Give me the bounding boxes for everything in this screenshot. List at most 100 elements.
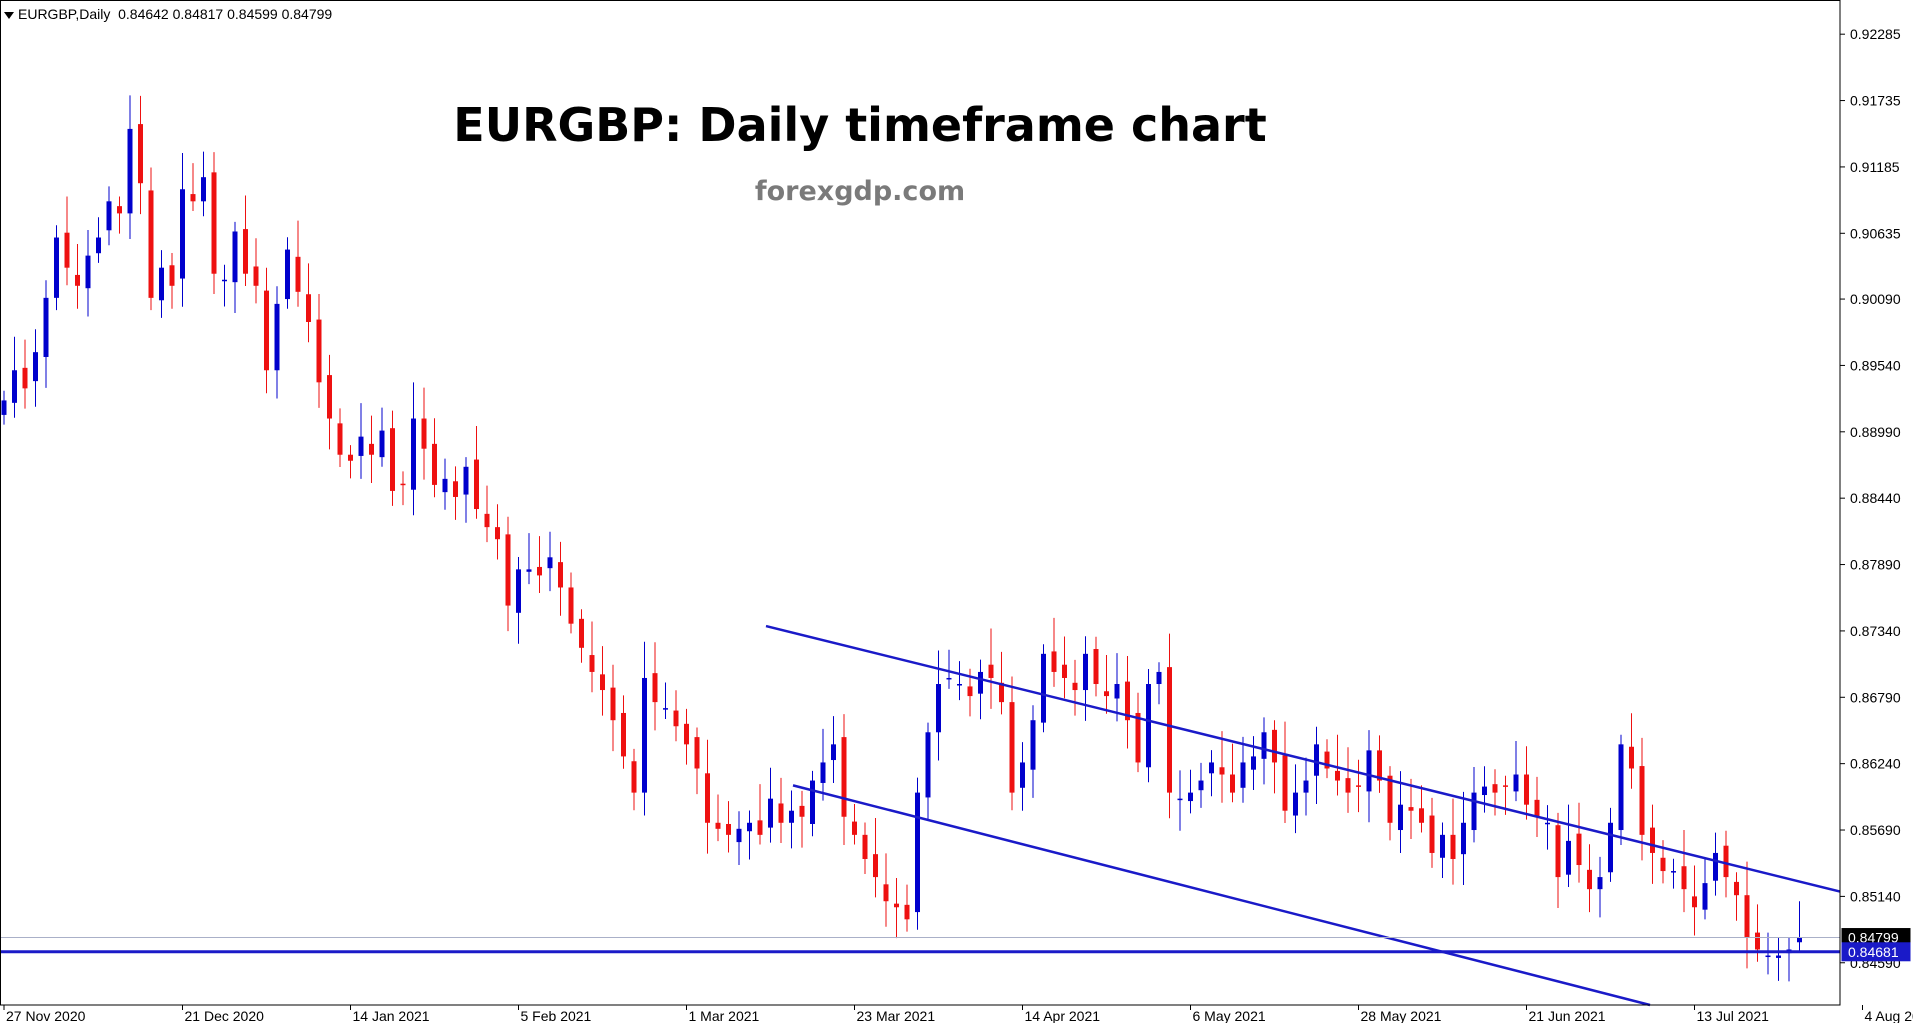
candle-bull (1251, 756, 1256, 770)
y-tick-label: 0.92285 (1850, 26, 1901, 42)
candle-bull (957, 684, 962, 686)
candles-layer (1, 95, 1802, 982)
candle-bear (369, 443, 374, 455)
candle-bear (589, 655, 595, 672)
candle-bear (852, 821, 857, 835)
candle-bull (1030, 720, 1036, 770)
candle-bull (1702, 883, 1708, 910)
candle-bull (1177, 798, 1183, 801)
candle-bear (726, 823, 731, 835)
collapse-triangle-icon[interactable] (4, 11, 14, 19)
candle-bull (1041, 653, 1046, 723)
candle-bear (1345, 778, 1351, 793)
y-tick-label: 0.91735 (1850, 93, 1901, 109)
plot-frame (0, 0, 1841, 1006)
candle-bull (1293, 792, 1298, 816)
y-tick-label: 0.87890 (1850, 557, 1901, 573)
candle-bull (1083, 653, 1088, 691)
candle-bear (1356, 785, 1361, 787)
candle-bull (1471, 792, 1477, 831)
candle-bull (547, 557, 553, 569)
candle-bear (148, 190, 154, 298)
candle-bull (820, 762, 826, 783)
candle-bull (285, 249, 290, 300)
candle-bull (915, 792, 920, 913)
symbol-label: EURGBP,Daily (18, 6, 111, 22)
candle-bull (159, 267, 164, 301)
candle-bull (1461, 822, 1466, 855)
candle-bull (810, 780, 815, 824)
candle-bull (1303, 780, 1309, 793)
candle-bear (1734, 881, 1739, 896)
candle-bull (1440, 834, 1445, 858)
candle-bear (1387, 775, 1393, 823)
candle-bear (253, 266, 259, 286)
candle-bear (1723, 845, 1729, 878)
candle-bear (484, 513, 490, 528)
support-price-label: 0.84681 (1848, 944, 1899, 960)
x-tick-label: 28 May 2021 (1361, 1008, 1442, 1023)
candle-bear (1272, 729, 1277, 763)
lines-layer (0, 624, 1841, 1007)
candle-bull (516, 569, 521, 613)
candle-bear (1755, 932, 1760, 950)
y-tick-label: 0.89540 (1850, 357, 1901, 373)
candle-bear (117, 206, 122, 214)
candle-bear (1450, 834, 1456, 859)
candle-bear (211, 172, 217, 274)
candle-bull (222, 279, 227, 282)
candle-bull (1156, 671, 1162, 685)
candle-bear (684, 723, 689, 745)
candle-bull (642, 677, 647, 793)
candle-bull (1597, 877, 1603, 890)
y-tick-label: 0.85690 (1850, 822, 1901, 838)
candle-bull (1314, 744, 1319, 776)
candle-bull (127, 128, 133, 214)
candle-bull (1482, 786, 1487, 796)
chart-header: EURGBP,Daily 0.84642 0.84817 0.84599 0.8… (4, 6, 332, 22)
candle-bull (1671, 871, 1676, 873)
candle-bear (1492, 784, 1498, 793)
candle-bull (946, 677, 952, 680)
candle-bear (1167, 667, 1172, 793)
candle-bull (201, 177, 206, 202)
candle-bull (43, 297, 49, 357)
candle-bear (1051, 651, 1057, 672)
candle-bear (138, 124, 143, 184)
candle-bear (1230, 774, 1235, 793)
candle-bear (1377, 750, 1382, 781)
candle-bull (33, 352, 38, 382)
y-tick-label: 0.86240 (1850, 756, 1901, 772)
candle-bear (505, 534, 511, 606)
y-tick-label: 0.88990 (1850, 424, 1901, 440)
candle-bear (988, 664, 994, 678)
y-tick-label: 0.85140 (1850, 888, 1901, 904)
x-tick-label: 14 Apr 2021 (1025, 1008, 1101, 1023)
candle-bear (348, 454, 353, 461)
candle-bear (1650, 827, 1655, 853)
candle-bull (1114, 684, 1120, 699)
candle-bull (442, 478, 448, 493)
candle-bear (1125, 681, 1130, 721)
candle-bull (1566, 840, 1571, 875)
watermark-site: forexgdp.com (754, 176, 966, 207)
x-tick-label: 21 Dec 2020 (185, 1008, 265, 1023)
y-tick-label: 0.90635 (1850, 225, 1901, 241)
candle-bear (621, 712, 626, 757)
candle-bear (631, 761, 637, 793)
x-tick-label: 21 Jun 2021 (1529, 1008, 1606, 1023)
candle-bear (1009, 702, 1015, 793)
candle-bull (526, 569, 532, 572)
y-tick-label: 0.86790 (1850, 689, 1901, 705)
candle-bear (652, 673, 658, 703)
candle-bull (736, 828, 742, 843)
candle-bull (463, 466, 469, 495)
candle-bear (694, 737, 700, 769)
candle-bear (799, 805, 805, 817)
candle-bull (925, 732, 931, 798)
watermark-title: EURGBP: Daily timeframe chart (453, 98, 1267, 152)
candle-bear (999, 682, 1004, 703)
candle-bull (96, 237, 101, 254)
candle-bull (1240, 762, 1246, 788)
